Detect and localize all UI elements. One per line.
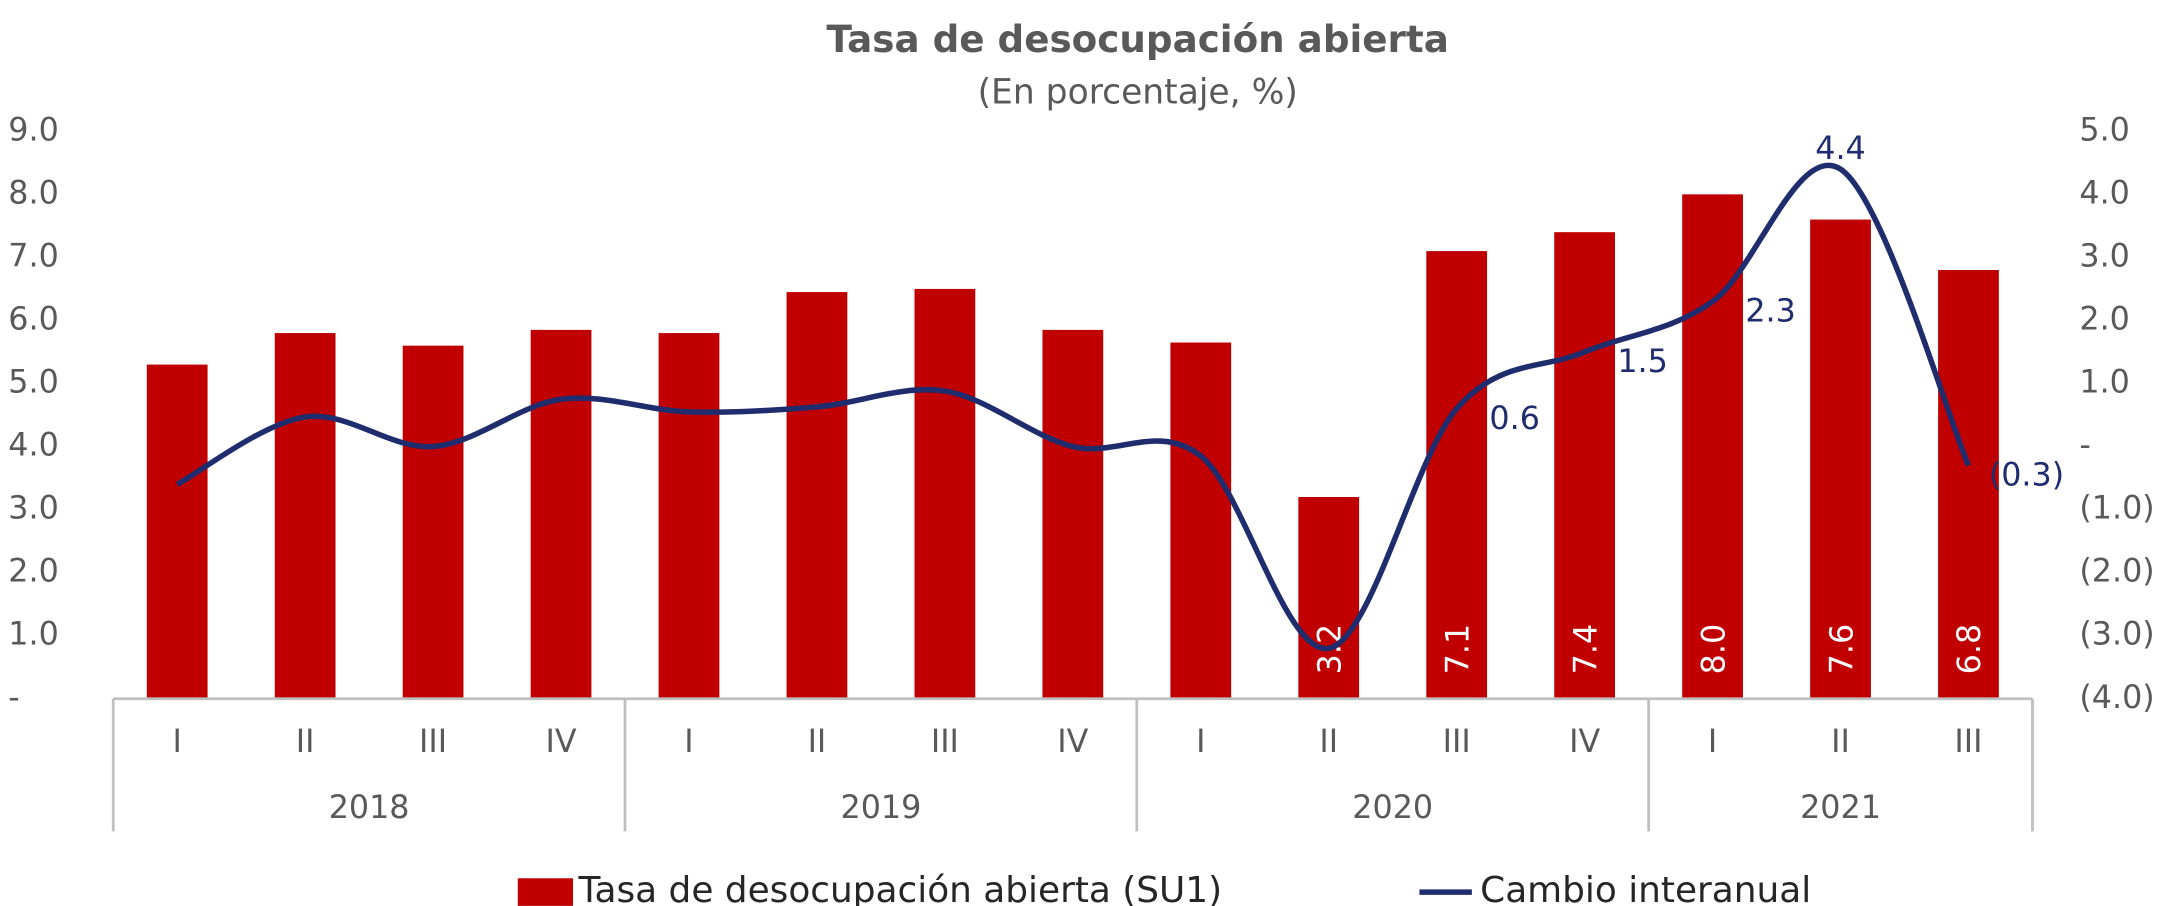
chart-title: Tasa de desocupación abierta bbox=[827, 17, 1449, 61]
line-value-label: 1.5 bbox=[1617, 344, 1668, 380]
y2-tick-label: 5.0 bbox=[2079, 112, 2130, 148]
bar bbox=[786, 292, 848, 699]
y-tick-label: 2.0 bbox=[8, 554, 59, 590]
bar bbox=[1938, 270, 1999, 699]
y2-tick-label: 2.0 bbox=[2079, 301, 2130, 337]
bar-value-label: 6.8 bbox=[1952, 624, 1988, 675]
bar bbox=[1042, 329, 1104, 699]
bar bbox=[658, 333, 720, 699]
legend-swatch bbox=[517, 878, 574, 906]
line-value-label: (0.3) bbox=[1989, 458, 2064, 494]
y2-tick-label: (4.0) bbox=[2079, 680, 2154, 716]
y-tick-label: 6.0 bbox=[8, 301, 59, 337]
y-tick-label: 7.0 bbox=[8, 238, 59, 274]
x-tick-label: III bbox=[931, 724, 959, 760]
group-label: 2020 bbox=[1352, 790, 1433, 826]
chart-subtitle: (En porcentaje, %) bbox=[978, 73, 1298, 113]
y-tick-label: 1.0 bbox=[8, 617, 59, 653]
x-tick-label: II bbox=[1319, 724, 1338, 760]
bar bbox=[914, 288, 976, 699]
line bbox=[175, 162, 1972, 652]
x-tick-label: I bbox=[173, 724, 182, 760]
x-tick-label: IV bbox=[1569, 724, 1600, 760]
y-tick-label: 3.0 bbox=[8, 491, 59, 527]
y-tick-label: - bbox=[8, 680, 19, 716]
bar bbox=[146, 364, 208, 699]
group-label: 2021 bbox=[1800, 790, 1881, 826]
bar bbox=[1298, 496, 1360, 699]
legend-label: Cambio interanual bbox=[1480, 870, 1811, 906]
line-value-label: 2.3 bbox=[1745, 294, 1796, 330]
y-tick-label: 4.0 bbox=[8, 428, 59, 464]
bar bbox=[1170, 342, 1232, 699]
x-tick-label: IV bbox=[1057, 724, 1088, 760]
bar-value-label: 7.6 bbox=[1824, 624, 1860, 675]
y-tick-label: 5.0 bbox=[8, 365, 59, 401]
group-label: 2018 bbox=[329, 790, 410, 826]
x-tick-label: I bbox=[684, 724, 693, 760]
y2-tick-label: 3.0 bbox=[2079, 238, 2130, 274]
x-tick-label: III bbox=[1954, 724, 1982, 760]
bar bbox=[402, 345, 464, 699]
y2-tick-label: (2.0) bbox=[2079, 554, 2154, 590]
x-tick-label: II bbox=[1831, 724, 1850, 760]
line-value-label: 0.6 bbox=[1489, 401, 1540, 437]
bar bbox=[530, 329, 592, 699]
legend-label: Tasa de desocupación abierta (SU1) bbox=[578, 870, 1223, 906]
x-tick-label: II bbox=[296, 724, 315, 760]
y-tick-label: 8.0 bbox=[8, 175, 59, 211]
line-value-label: 4.4 bbox=[1815, 131, 1865, 167]
y2-tick-label: 1.0 bbox=[2079, 365, 2130, 401]
x-tick-label: IV bbox=[545, 724, 576, 760]
bar bbox=[1810, 219, 1871, 699]
y2-tick-label: 4.0 bbox=[2079, 175, 2130, 211]
y2-tick-label: (3.0) bbox=[2079, 617, 2154, 653]
bar-value-label: 8.0 bbox=[1696, 624, 1732, 675]
x-tick-label: I bbox=[1196, 724, 1205, 760]
x-tick-label: I bbox=[1708, 724, 1717, 760]
bar-value-label: 7.4 bbox=[1568, 624, 1604, 674]
bar bbox=[1426, 251, 1488, 699]
y2-tick-label: - bbox=[2079, 428, 2090, 464]
x-tick-label: III bbox=[1443, 724, 1471, 760]
group-label: 2019 bbox=[841, 790, 922, 826]
x-tick-label: II bbox=[808, 724, 827, 760]
x-tick-label: III bbox=[419, 724, 447, 760]
bar bbox=[1554, 232, 1616, 699]
y-tick-label: 9.0 bbox=[8, 112, 59, 148]
bar-value-label: 7.1 bbox=[1440, 624, 1476, 674]
bar bbox=[274, 333, 336, 699]
y2-tick-label: (1.0) bbox=[2079, 491, 2154, 527]
